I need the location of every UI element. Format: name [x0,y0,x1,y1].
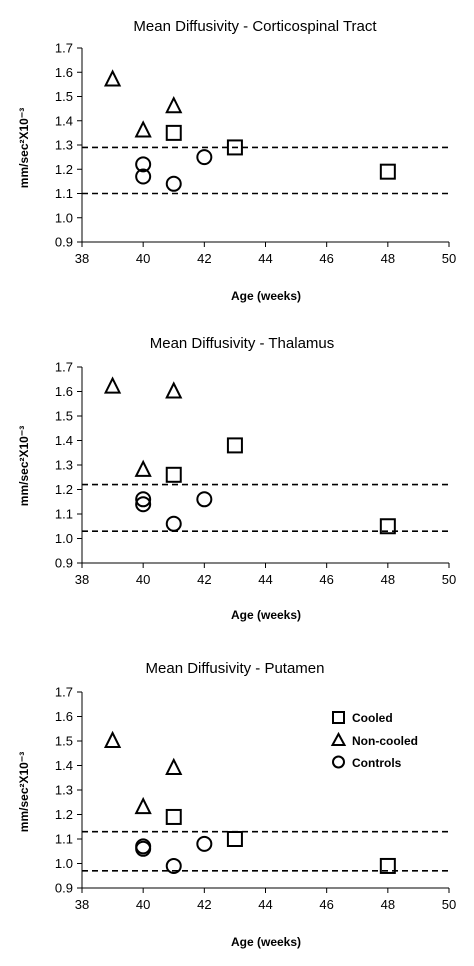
y-tick-label: 1.5 [55,409,73,424]
data-point-cooled [165,808,182,825]
legend-label: Cooled [352,711,393,725]
y-tick-label: 1.4 [55,758,73,773]
y-tick-label: 1.1 [55,507,73,522]
y-tick-label: 1.1 [55,832,73,847]
x-tick-label: 50 [442,251,456,266]
y-axis-label: mm/sec²X10⁻³ [17,426,31,506]
data-point-cooled [226,139,243,156]
y-tick-label: 1.2 [55,162,73,177]
data-point-cooled [379,518,396,535]
chart-panel-thalamus: Mean Diffusivity - Thalamus mm/sec²X10⁻³… [17,335,456,622]
data-point-control [165,515,182,532]
x-axis-label: Age (weeks) [231,935,301,949]
data-point-control [135,156,152,173]
x-tick-label: 44 [258,251,272,266]
data-point-cooled [165,124,182,141]
data-point-control [165,175,182,192]
chart-panel-putamen: Mean Diffusivity - Putamen mm/sec²X10⁻³ … [17,660,456,949]
data-point-cooled [379,857,396,874]
x-tick-label: 40 [136,251,150,266]
x-tick-label: 40 [136,897,150,912]
x-tick-label: 42 [197,897,211,912]
x-tick-label: 46 [319,251,333,266]
x-tick-label: 46 [319,897,333,912]
y-tick-label: 1.7 [55,41,73,56]
y-tick-label: 1.5 [55,734,73,749]
x-tick-label: 50 [442,897,456,912]
data-point-cooled [165,466,182,483]
x-tick-label: 46 [319,572,333,587]
data-point-control [196,835,213,852]
x-tick-label: 42 [197,251,211,266]
y-tick-label: 1.7 [55,360,73,375]
data-point-cooled [226,437,243,454]
data-point-control [135,168,152,185]
x-tick-label: 48 [381,251,395,266]
y-tick-label: 1.2 [55,482,73,497]
x-tick-label: 42 [197,572,211,587]
data-point-cooled [226,831,243,847]
y-axis-label: mm/sec²X10⁻³ [17,108,31,188]
y-tick-label: 1.2 [55,807,73,822]
x-tick-label: 50 [442,572,456,587]
legend-circle-marker [332,755,345,769]
chart-title: Mean Diffusivity - Putamen [146,660,325,677]
x-axis-label: Age (weeks) [231,289,301,303]
data-point-non-cooled [134,459,152,477]
y-tick-label: 1.5 [55,89,73,104]
data-point-non-cooled [165,95,183,114]
y-tick-label: 1.6 [55,709,73,724]
data-point-control [135,840,152,857]
x-tick-label: 44 [258,897,272,912]
y-tick-label: 1.0 [55,856,73,871]
chart-title: Mean Diffusivity - Thalamus [150,335,335,352]
y-tick-label: 1.4 [55,113,73,128]
y-tick-label: 1.6 [55,65,73,80]
data-point-control [135,491,152,508]
legend-triangle-marker [330,731,347,746]
y-tick-label: 1.0 [55,210,73,225]
legend-square-marker [332,711,345,724]
y-tick-label: 1.0 [55,531,73,546]
data-point-non-cooled [103,730,122,748]
legend-label: Controls [352,756,402,770]
data-point-control [196,149,213,166]
y-tick-label: 1.3 [55,458,73,473]
data-point-control [165,857,182,874]
x-tick-label: 38 [75,572,89,587]
y-tick-label: 1.4 [55,433,73,448]
y-tick-label: 0.9 [55,235,73,250]
x-tick-label: 38 [75,251,89,266]
x-axis-label: Age (weeks) [231,608,301,622]
x-tick-label: 38 [75,897,89,912]
legend: Cooled Non-cooled Controls [330,711,418,770]
y-axis-label: mm/sec²X10⁻³ [17,752,31,832]
data-point-non-cooled [134,120,152,138]
y-tick-label: 0.9 [55,556,73,571]
data-point-non-cooled [103,69,122,87]
x-tick-label: 44 [258,572,272,587]
data-point-non-cooled [134,796,152,815]
x-tick-label: 48 [381,897,395,912]
chart-panel-corticospinal-tract: Mean Diffusivity - Corticospinal Tract m… [17,18,456,303]
data-point-control [196,491,213,508]
y-tick-label: 1.3 [55,783,73,798]
chart-title: Mean Diffusivity - Corticospinal Tract [133,18,377,35]
y-tick-label: 1.6 [55,384,73,399]
data-point-control [135,496,152,513]
y-tick-label: 1.1 [55,186,73,201]
x-tick-label: 40 [136,572,150,587]
data-point-non-cooled [165,381,183,399]
legend-label: Non-cooled [352,734,418,748]
data-point-cooled [379,163,396,180]
x-tick-label: 48 [381,572,395,587]
y-tick-label: 0.9 [55,881,73,896]
data-point-non-cooled [165,757,183,775]
data-point-non-cooled [103,376,122,394]
y-tick-label: 1.3 [55,138,73,153]
y-tick-label: 1.7 [55,685,73,700]
